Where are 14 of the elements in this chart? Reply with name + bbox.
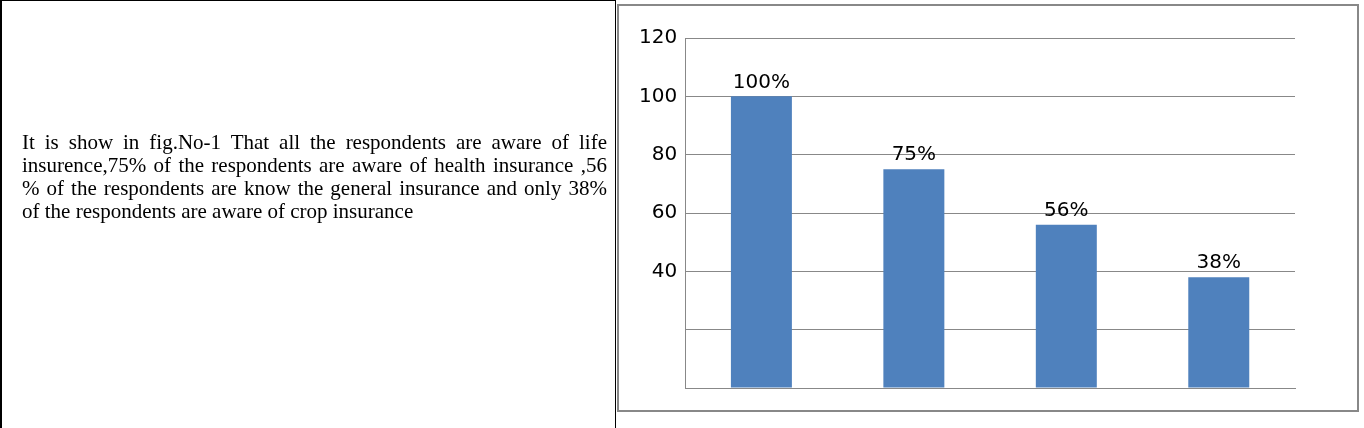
- y-tick-label: 60: [651, 199, 678, 224]
- data-label: 75%: [891, 141, 937, 166]
- bar: [883, 169, 945, 388]
- bar: [730, 96, 792, 388]
- data-label: 38%: [1196, 249, 1241, 274]
- y-tick-label: 80: [651, 140, 678, 165]
- data-label: 56%: [1044, 196, 1089, 221]
- data-label: 100%: [732, 68, 790, 93]
- bar: [1188, 277, 1250, 388]
- y-tick-label: 40: [651, 257, 678, 282]
- bar: [1035, 224, 1097, 388]
- y-tick-label: 100: [638, 82, 678, 107]
- y-tick-label: 120: [638, 24, 678, 49]
- text: It is show in fig.No-1 That all the respondents are aware of life insurence,75% of the respondents are aware of health insurance ,56 % of the respondents are know the general insurance and only 38% of the respondents are aware of crop insurance: [0, 0, 616, 428]
